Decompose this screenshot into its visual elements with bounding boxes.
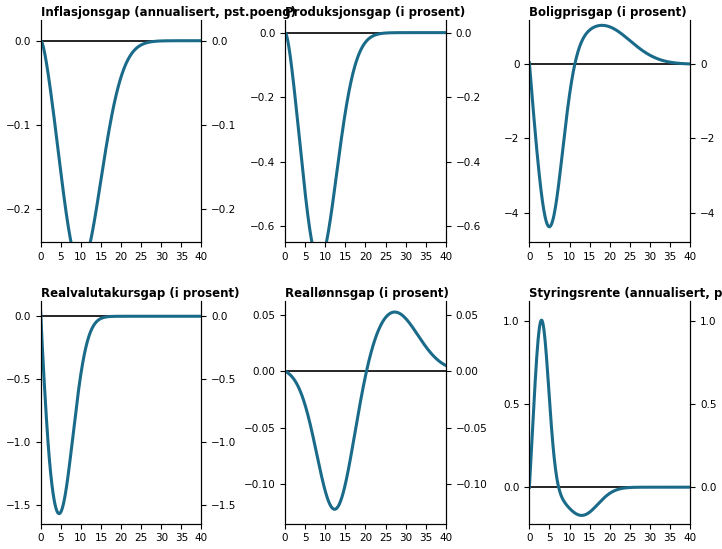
Text: Styringsrente (annualisert, pst.poeng): Styringsrente (annualisert, pst.poeng) <box>529 287 722 300</box>
Text: Produksjonsgap (i prosent): Produksjonsgap (i prosent) <box>285 5 465 19</box>
Text: Boligprisgap (i prosent): Boligprisgap (i prosent) <box>529 5 687 19</box>
Text: Realvalutakursgap (i prosent): Realvalutakursgap (i prosent) <box>40 287 239 300</box>
Text: Inflasjonsgap (annualisert, pst.poeng): Inflasjonsgap (annualisert, pst.poeng) <box>40 5 295 19</box>
Text: Reallønnsgap (i prosent): Reallønnsgap (i prosent) <box>285 287 449 300</box>
